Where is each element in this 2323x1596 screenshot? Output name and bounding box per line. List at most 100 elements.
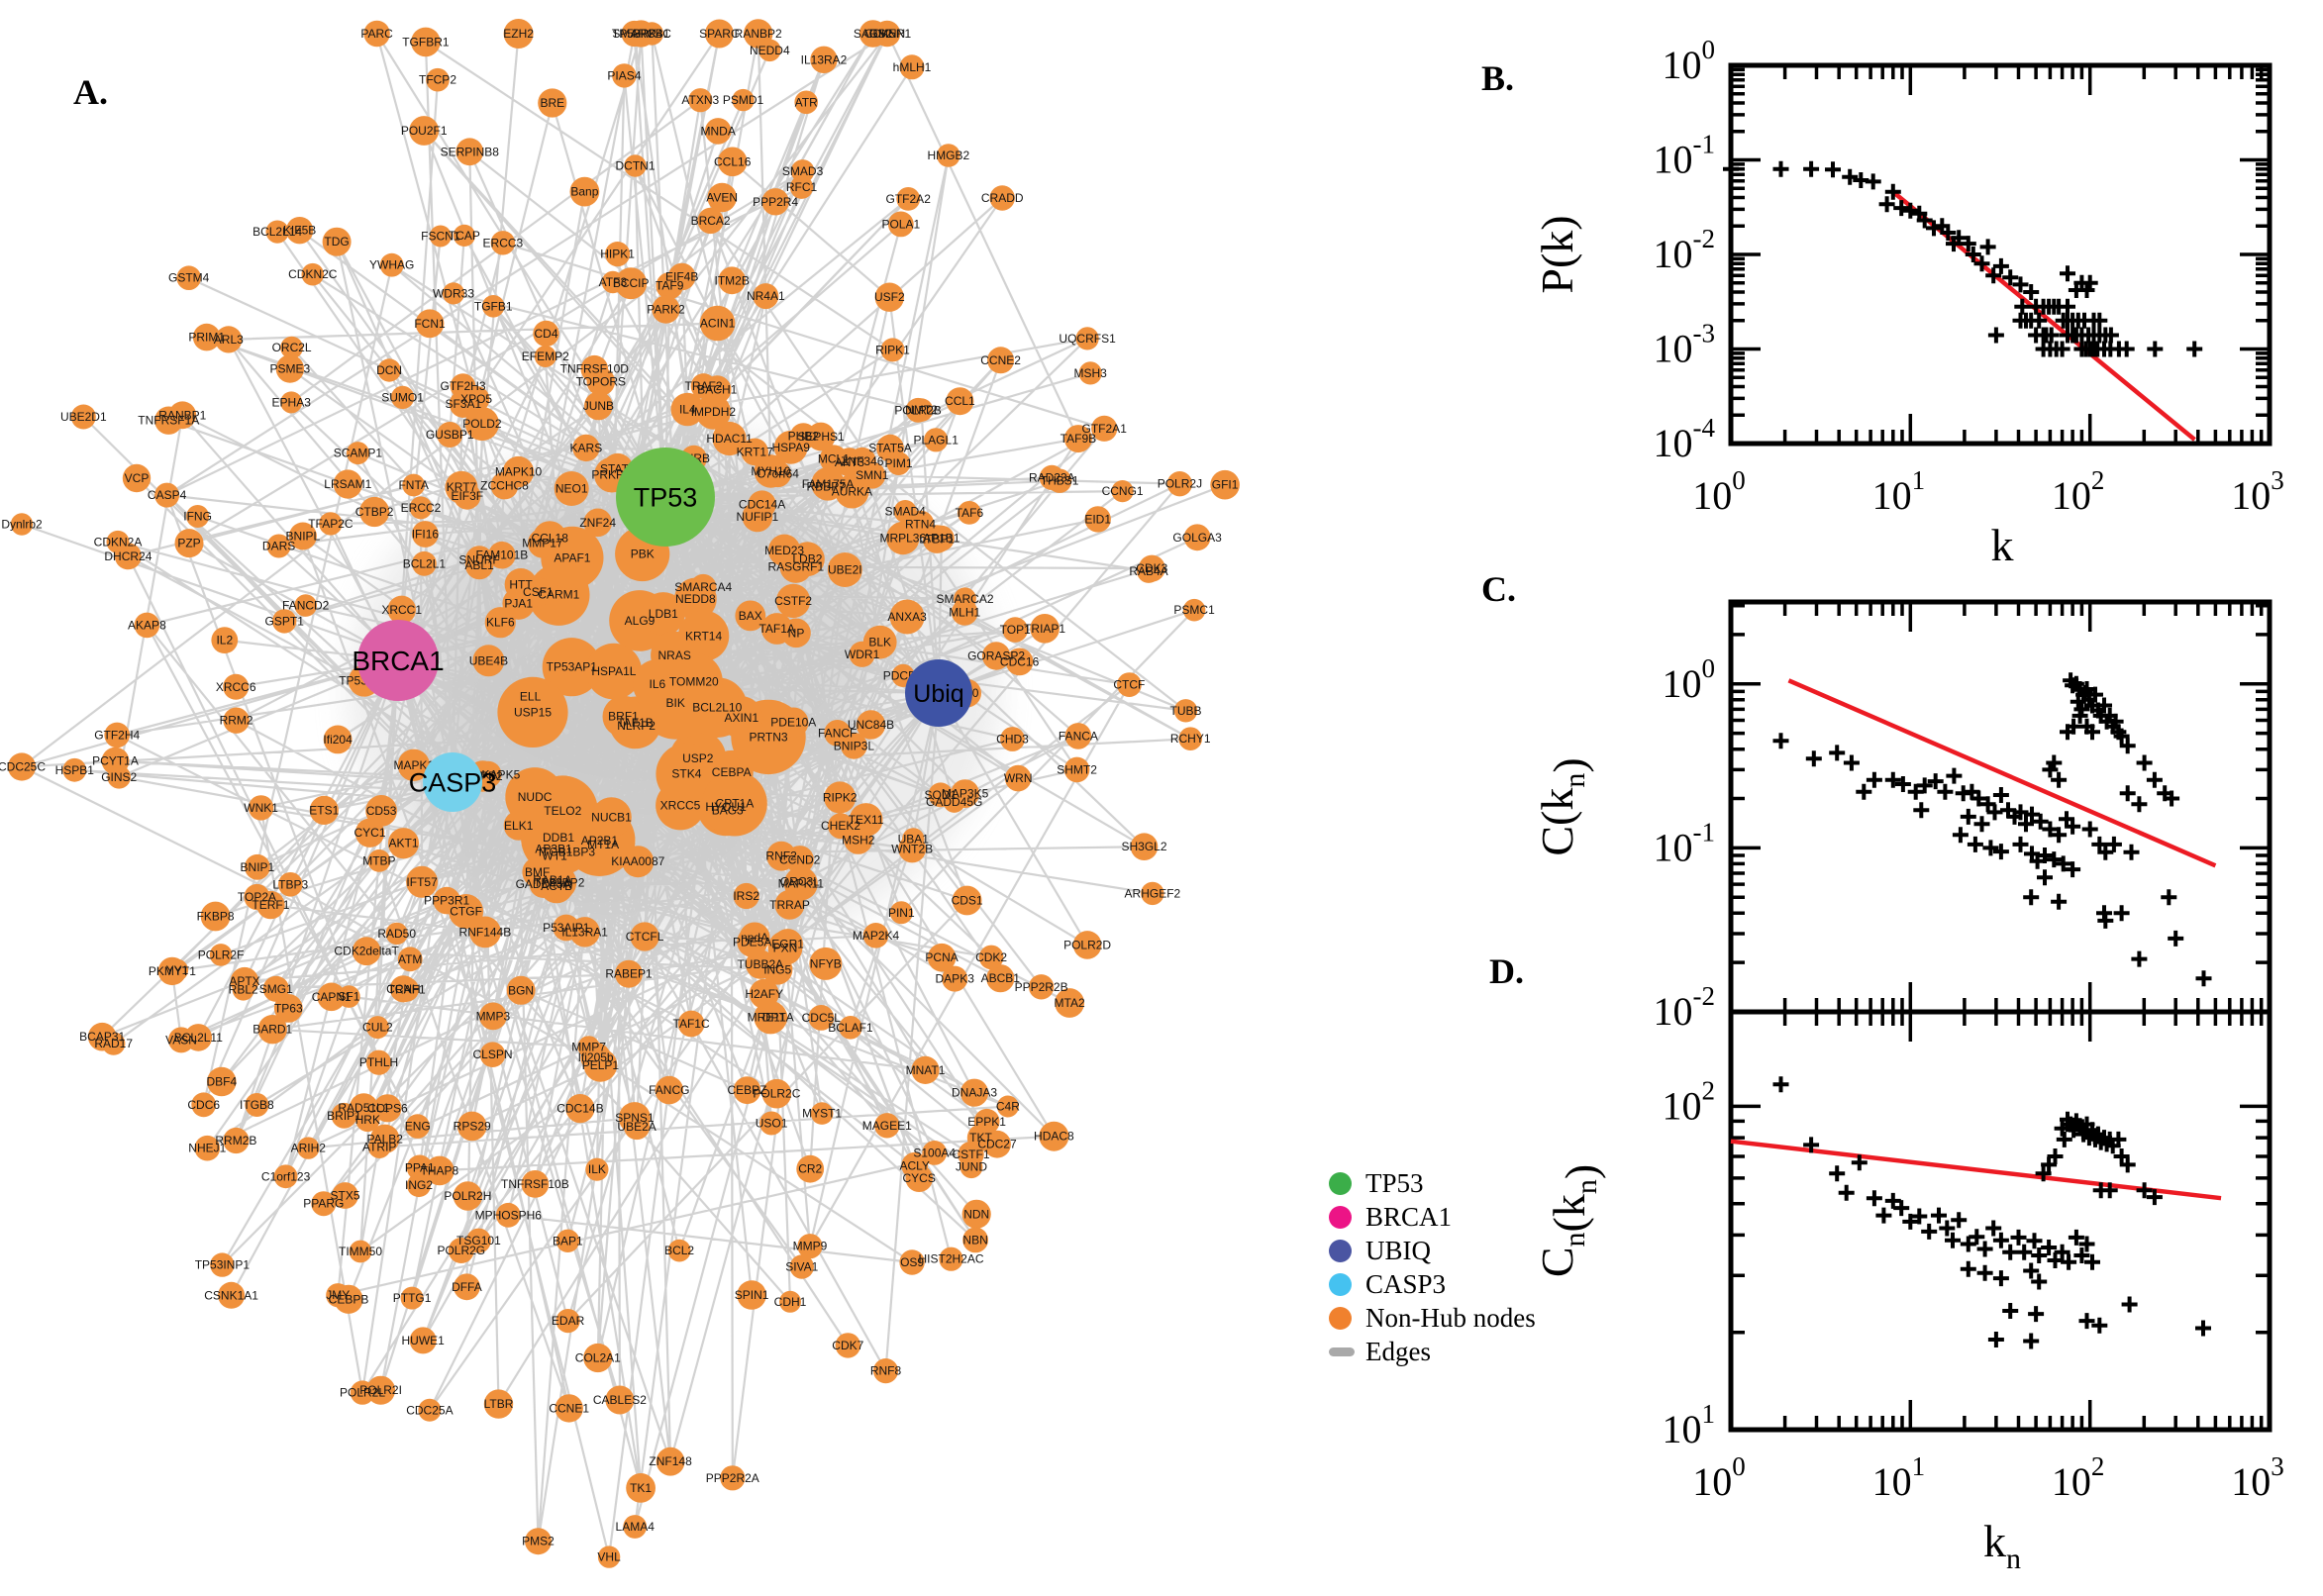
- network-node-label: HRK: [355, 1113, 380, 1127]
- network-node-label: POLR2C: [753, 1087, 800, 1101]
- network-node-label: ABCB1: [981, 971, 1021, 985]
- network-node-label: AP3B1: [535, 843, 572, 856]
- network-node: [445, 470, 478, 504]
- network-node-label: EIF4B: [665, 270, 698, 284]
- network-node-label: TP53RK: [612, 27, 656, 41]
- network-node-label: TEX11: [849, 813, 884, 827]
- network-node-label: ING5: [763, 962, 791, 976]
- network-node-label: CLSPN: [472, 1047, 512, 1061]
- network-node-label: TAF1A: [758, 622, 794, 636]
- network-node-label: CSTF2: [774, 594, 812, 608]
- network-node-label: MNAT1: [906, 1063, 946, 1077]
- network-node: [889, 599, 925, 635]
- network-node: [379, 252, 404, 277]
- network-node-label: POU2F1: [401, 124, 448, 138]
- network-node-label: MRE11A: [748, 1011, 794, 1025]
- network-node-label: LTBP1: [919, 533, 955, 547]
- node-labels: ARL3 Banp TAF9B npdA ALG9 MAGEE1 CDC14A DHCR24 T…: [0, 27, 1239, 1564]
- network-node: [704, 118, 732, 145]
- network-node: [928, 782, 954, 808]
- network-node-label: C4R: [996, 1100, 1020, 1114]
- network-node: [257, 1015, 287, 1045]
- network-node-label: P53AIP1: [543, 921, 590, 935]
- network-node: [623, 1515, 648, 1539]
- network-node-label: HDAC11: [706, 432, 753, 446]
- y-axis-title: Cn(kn): [1532, 1164, 1606, 1277]
- x-tick-label: 103: [2231, 1451, 2284, 1504]
- network-node: [367, 849, 391, 872]
- network-node: [542, 638, 601, 697]
- network-node-label: TNFRSF10D: [560, 362, 630, 376]
- network-node-label: PBK: [631, 548, 655, 561]
- network-node: [405, 1114, 431, 1139]
- y-tick-label: 101: [1663, 1399, 1716, 1451]
- network-node: [720, 696, 763, 740]
- network-node: [210, 1252, 235, 1277]
- network-node-label: POLR2F: [198, 948, 245, 961]
- network-node: [911, 1055, 940, 1084]
- network-node-label: HSPB1: [55, 763, 95, 777]
- network-node: [753, 283, 779, 310]
- network-node-label: BARD1: [252, 1023, 292, 1037]
- network-node-label: TRAF2: [684, 379, 722, 393]
- network-node-label: ORC2L: [272, 341, 312, 354]
- network-node-label: GTF2H3: [440, 379, 485, 393]
- network-node-label: GTF2H4: [94, 728, 140, 742]
- network-node-label: PCNA: [925, 950, 958, 964]
- network-node-label: SMN1: [856, 468, 889, 482]
- network-node: [184, 1024, 213, 1051]
- network-node: [377, 358, 401, 382]
- network-node-label: BNIPL: [286, 530, 321, 544]
- network-node-label: NBN: [962, 1233, 987, 1247]
- network-node-label: C7orf64: [757, 467, 799, 481]
- network-node: [737, 1280, 766, 1310]
- plot-border: [1728, 62, 2272, 447]
- hub-label-tp53: TP53: [634, 482, 698, 512]
- network-node-label: RAD23A: [1029, 470, 1075, 484]
- network-node: [186, 505, 210, 528]
- x-tick-label: 100: [1692, 1451, 1746, 1504]
- network-node-label: GINS2: [101, 770, 137, 784]
- network-node-label: XRCC6: [216, 680, 256, 694]
- network-node: [554, 471, 589, 506]
- network-node-label: CEBPZ: [727, 1083, 766, 1097]
- network-node: [583, 508, 612, 538]
- network-node: [962, 1227, 988, 1253]
- network-node: [612, 63, 637, 88]
- network-node-label: ZNF346: [841, 454, 884, 468]
- network-node-label: Ifi205b: [578, 1050, 614, 1064]
- network-node-label: NP: [788, 626, 805, 640]
- network-node-label: WNK1: [244, 801, 278, 815]
- legend-label: TP53: [1365, 1167, 1424, 1198]
- network-node-label: TUBB2A: [737, 957, 783, 971]
- network-node: [1183, 524, 1211, 551]
- network-node-label: USP2: [682, 751, 714, 765]
- network-node: [809, 947, 843, 980]
- network-node-label: GFI1: [1212, 478, 1239, 492]
- network-node: [856, 710, 886, 740]
- network-node-label: POLD2: [462, 417, 502, 431]
- network-node-label: PTHLH: [359, 1055, 398, 1069]
- network-node: [1030, 614, 1060, 644]
- network-node: [350, 1380, 375, 1405]
- edge-swatch-icon: [1329, 1347, 1355, 1356]
- network-node: [1111, 480, 1134, 503]
- network-node-label: ERCC3: [483, 236, 524, 249]
- network-node: [365, 795, 397, 827]
- network-node-label: HYOU1: [705, 800, 747, 814]
- network-node-label: KRT7: [447, 480, 477, 494]
- network-node-label: SF3A1: [445, 397, 481, 411]
- plot-border: [1728, 1009, 2272, 1433]
- network-node: [989, 185, 1015, 211]
- network-node: [796, 1154, 825, 1183]
- network-node-label: TSG101: [456, 1234, 501, 1247]
- network-node: [626, 1473, 656, 1503]
- network-node: [265, 220, 289, 244]
- network-node-label: MLH1: [949, 606, 980, 620]
- network-node-label: GSTM4: [168, 271, 210, 285]
- network-node: [699, 305, 736, 342]
- network-node: [615, 267, 648, 300]
- network-node-label: MTA2: [1055, 996, 1085, 1010]
- network-node: [407, 1173, 431, 1198]
